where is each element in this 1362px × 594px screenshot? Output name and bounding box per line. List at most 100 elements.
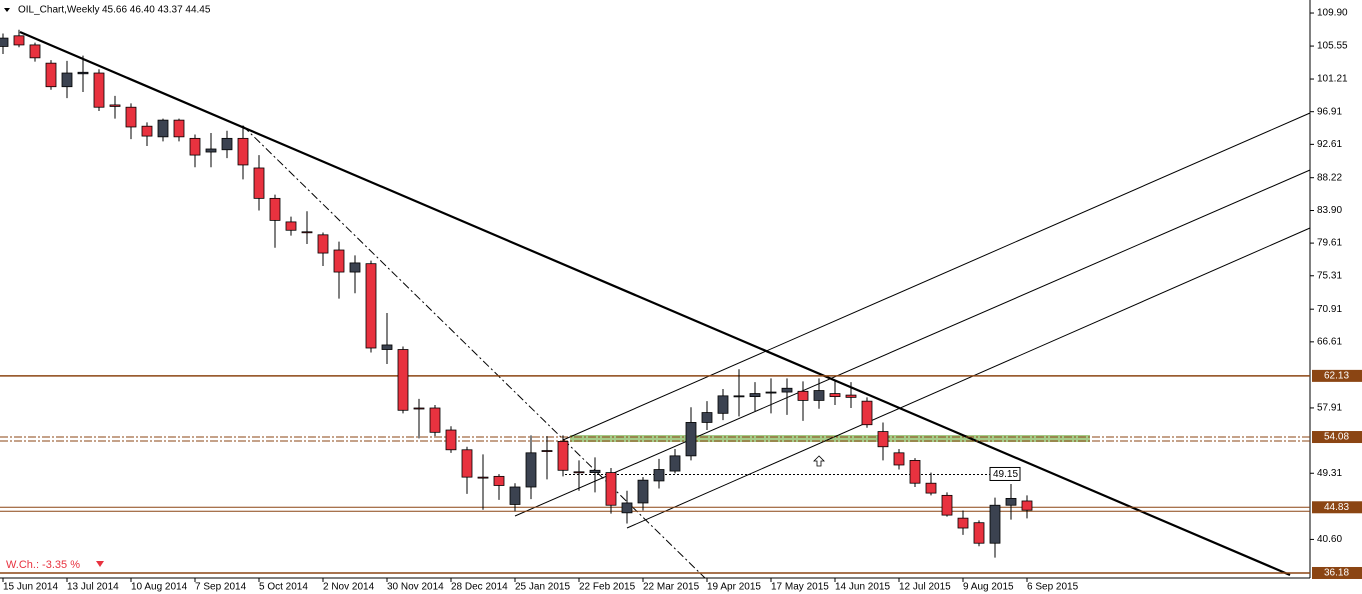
candle-body [509, 486, 521, 505]
trend-line [19, 30, 1291, 577]
y-tick-label: 57.91 [1317, 403, 1342, 414]
candle-body [333, 249, 345, 273]
level-badge [1312, 431, 1362, 444]
candle-body [557, 441, 569, 471]
y-tick-label: 40.60 [1317, 534, 1342, 545]
x-tick-label: 13 Jul 2014 [67, 582, 119, 593]
y-tick-label: 101.21 [1317, 74, 1348, 85]
y-tick-label: 96.91 [1317, 106, 1342, 117]
candle-body [829, 393, 841, 398]
level-badge [1312, 501, 1362, 514]
candle-body [301, 231, 313, 234]
candle-body [285, 221, 297, 231]
x-tick-label: 19 Apr 2015 [707, 582, 761, 593]
candle-body [349, 262, 361, 273]
candle-body [541, 450, 553, 452]
candle-body [909, 460, 921, 484]
candle-body [893, 452, 905, 466]
y-tick-label: 75.31 [1317, 270, 1342, 281]
channel-line [562, 112, 1311, 441]
candle-body [573, 471, 585, 474]
candle-body [701, 412, 713, 423]
candle-body [77, 71, 89, 75]
candle-body [173, 119, 185, 138]
candle-body [813, 390, 825, 401]
x-tick-label: 2 Nov 2014 [323, 582, 375, 593]
x-tick-label: 9 Aug 2015 [963, 582, 1014, 593]
channel-line [626, 227, 1311, 529]
candle-body [157, 119, 169, 138]
level-label: 44.83 [1324, 502, 1349, 513]
weekly-change: W.Ch.: -3.35 % [6, 559, 80, 571]
x-tick-label: 22 Mar 2015 [643, 582, 700, 593]
candle-body [637, 479, 649, 504]
candle-body [765, 391, 777, 394]
marker-box [989, 466, 1021, 481]
x-tick-label: 25 Jan 2015 [515, 582, 570, 593]
candle-body [141, 125, 153, 137]
channel-line [514, 169, 1311, 517]
candle-body [925, 482, 937, 494]
candle-body [253, 167, 265, 199]
x-tick-label: 22 Feb 2015 [579, 582, 636, 593]
level-badge [1312, 369, 1362, 382]
x-tick-label: 6 Sep 2015 [1027, 582, 1079, 593]
candle-body [1005, 497, 1017, 506]
candle-body [621, 502, 633, 514]
x-tick-label: 14 Jun 2015 [835, 582, 890, 593]
level-badge [1312, 566, 1362, 579]
candle-body [941, 494, 953, 516]
dash-dot-line [242, 125, 706, 579]
chart-header: OIL_Chart,Weekly [18, 5, 100, 16]
candle-body [525, 452, 537, 488]
candle-body [973, 522, 985, 544]
x-tick-label: 5 Oct 2014 [259, 582, 308, 593]
x-tick-label: 7 Sep 2014 [195, 582, 247, 593]
level-label: 54.08 [1324, 432, 1349, 443]
candle-body [125, 106, 137, 128]
candle-body [605, 472, 617, 506]
y-tick-label: 92.61 [1317, 139, 1342, 150]
candle-body [221, 137, 233, 151]
x-tick-label: 12 Jul 2015 [899, 582, 951, 593]
y-tick-label: 49.31 [1317, 468, 1342, 479]
candle-body [317, 234, 329, 254]
candle-body [189, 137, 201, 156]
x-tick-label: 15 Jun 2014 [3, 582, 58, 593]
y-tick-label: 66.61 [1317, 336, 1342, 347]
menu-triangle [4, 8, 10, 12]
candle-body [205, 148, 217, 153]
candle-body [13, 35, 25, 46]
candle-body [733, 395, 745, 398]
x-tick-label: 17 May 2015 [771, 582, 829, 593]
arrow-icon [813, 455, 825, 467]
candle-body [61, 72, 73, 88]
candle-body [237, 137, 249, 166]
candle-body [381, 344, 393, 350]
candle-body [653, 469, 665, 482]
candle-body [477, 476, 489, 479]
candle-body [957, 517, 969, 529]
candle-body [1021, 500, 1033, 511]
y-tick-label: 88.22 [1317, 172, 1342, 183]
candle-body [93, 72, 105, 108]
candle-body [429, 407, 441, 433]
y-tick-label: 79.61 [1317, 238, 1342, 249]
candle-body [397, 349, 409, 411]
level-label: 36.18 [1324, 568, 1349, 579]
candle-body [749, 393, 761, 398]
candle-body [365, 263, 377, 349]
candle-body [461, 449, 473, 478]
candle-body [0, 37, 9, 47]
candle-body [797, 390, 809, 401]
chart-header-values: 45.66 46.40 43.37 44.45 [102, 5, 211, 16]
candle-body [669, 455, 681, 472]
change-triangle [96, 561, 104, 567]
candle-body [589, 469, 601, 473]
level-label: 62.13 [1324, 371, 1349, 382]
y-tick-label: 109.90 [1317, 8, 1348, 19]
candle-body [493, 475, 505, 486]
candle-body [861, 400, 873, 426]
